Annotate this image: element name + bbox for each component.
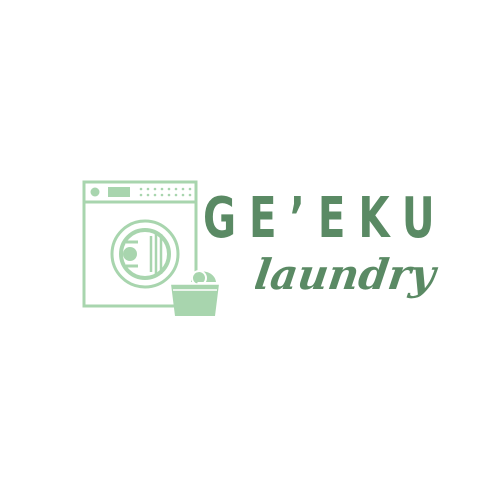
- drum-ring-icon: [119, 228, 171, 280]
- washing-machine-with-basket-icon: [82, 180, 219, 316]
- tagline-text: laundry: [255, 249, 441, 299]
- display-panel-icon: [108, 187, 130, 197]
- tagline-label: laundry: [255, 249, 441, 299]
- brand-name: GE’EKU: [203, 186, 448, 251]
- control-dots-icon: [139, 187, 192, 197]
- washing-machine-icon: [82, 180, 198, 308]
- laundry-basket-icon: [171, 270, 219, 316]
- power-button-icon: [90, 187, 100, 197]
- door-latch-icon: [123, 247, 137, 261]
- drum-bars-icon: [149, 234, 163, 274]
